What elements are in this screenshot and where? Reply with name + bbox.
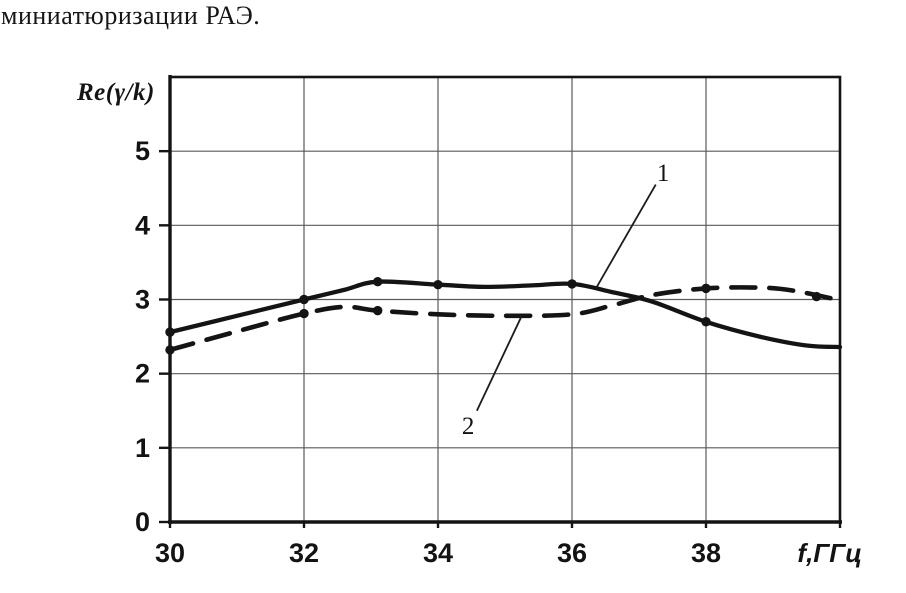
document-paragraph-text: миниатюризации РАЭ. xyxy=(1,1,261,30)
y-tick-label: 5 xyxy=(135,136,150,166)
y-tick-label: 3 xyxy=(135,285,150,315)
x-tick-label: 32 xyxy=(289,538,319,568)
x-tick-label: 38 xyxy=(691,538,721,568)
curve-2-marker xyxy=(701,283,711,294)
x-tick-label: 34 xyxy=(423,538,453,568)
curve-1-marker xyxy=(165,327,175,337)
curve-2-marker xyxy=(373,305,383,316)
x-tick-label: 36 xyxy=(557,538,587,568)
annotation-leader-line-1 xyxy=(596,184,657,288)
y-tick-label: 0 xyxy=(135,507,150,537)
y-tick-label: 1 xyxy=(135,433,150,463)
curve-2-marker xyxy=(165,345,175,355)
curve-1-marker xyxy=(567,279,577,289)
annotation-label-1: 1 xyxy=(657,160,670,187)
curve-1-marker xyxy=(433,279,443,290)
y-tick-label: 4 xyxy=(135,210,150,240)
annotation-label-2: 2 xyxy=(462,413,475,440)
annotation-leader-line-2 xyxy=(476,315,523,412)
x-axis-unit-label: f,ГГц xyxy=(797,538,862,568)
x-tick-label: 30 xyxy=(155,538,185,568)
curve-1-marker xyxy=(299,294,309,305)
y-tick-label: 2 xyxy=(135,359,150,389)
curve-1-marker xyxy=(701,317,711,327)
curve-2-marker xyxy=(811,291,822,302)
curve-2-marker xyxy=(299,308,309,319)
curve-2 xyxy=(167,285,836,353)
curve-1-marker xyxy=(373,277,383,287)
y-axis-title: Re(γ/k) xyxy=(77,79,155,106)
